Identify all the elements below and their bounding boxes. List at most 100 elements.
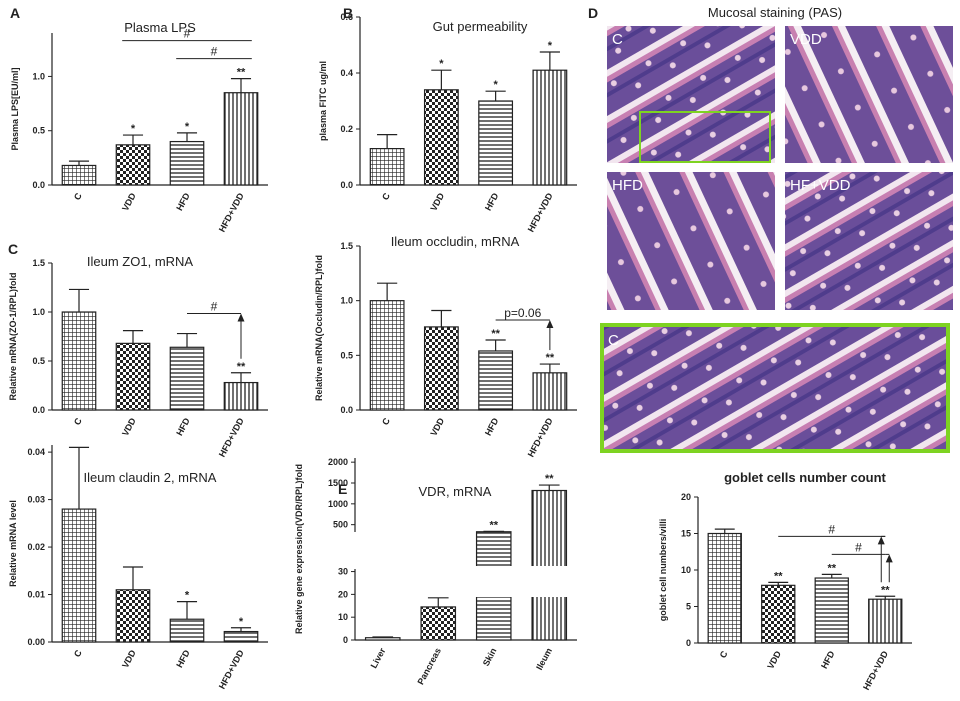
y-tick-label: 0.02	[27, 542, 45, 552]
bar	[169, 618, 205, 643]
micrograph	[785, 172, 953, 310]
x-tick-label: HFD+VDD	[861, 649, 890, 692]
x-tick-label: VDD	[765, 649, 783, 671]
bar	[423, 89, 459, 186]
y-tick-label: 500	[333, 520, 348, 530]
y-tick-label: 0.01	[27, 590, 45, 600]
panel-title: Mucosal staining (PAS)	[708, 5, 842, 20]
significance-label: *	[239, 616, 244, 628]
panel-label: E	[338, 481, 347, 497]
bar	[364, 637, 401, 641]
bar	[61, 508, 97, 643]
x-tick-label: HFD	[483, 416, 501, 437]
significance-label: **	[237, 361, 246, 373]
x-tick-label: HFD+VDD	[217, 648, 246, 691]
bar	[223, 92, 259, 186]
significance-label: *	[493, 79, 498, 91]
bar	[223, 381, 259, 411]
significance-label: **	[881, 584, 890, 596]
zoom-box	[639, 111, 771, 163]
x-tick-label: VDD	[428, 416, 446, 438]
chart-title: Plasma LPS	[124, 20, 196, 35]
bar	[61, 311, 97, 411]
chart-title: Ileum ZO1, mRNA	[87, 254, 194, 269]
y-tick-label: 2000	[328, 457, 348, 467]
bar	[115, 342, 151, 411]
x-tick-label: C	[380, 416, 392, 427]
y-axis-label: Relative mRNA(ZO-1/RPL)fold	[8, 272, 18, 400]
x-tick-label: Skin	[481, 646, 499, 667]
x-tick-label: VDD	[428, 191, 446, 213]
x-tick-label: HFD	[819, 649, 837, 670]
bar	[868, 598, 903, 644]
y-tick-label: 0.5	[32, 356, 45, 366]
y-tick-label: 0	[686, 638, 691, 648]
x-tick-label: Liver	[369, 646, 388, 670]
significance-label: **	[827, 562, 836, 574]
chart-title: Ileum occludin, mRNA	[391, 234, 520, 249]
y-tick-label: 0.0	[32, 180, 45, 190]
bar	[478, 100, 514, 186]
image-label: C	[612, 31, 623, 48]
significance-label: **	[237, 67, 246, 79]
y-tick-label: 0.4	[340, 68, 353, 78]
bar	[115, 589, 151, 643]
y-tick-label: 30	[338, 567, 348, 577]
x-tick-label: HFD	[483, 191, 501, 212]
axis-break	[357, 566, 577, 597]
y-axis-label: Plasma LPS[EU/ml]	[10, 67, 20, 150]
y-tick-label: 0.2	[340, 124, 353, 134]
y-axis-label: plasma FITC ug/ml	[318, 61, 328, 141]
y-tick-label: 1.5	[340, 241, 353, 251]
panel-d: D Mucosal staining (PAS) C VDD HFD HF+VD…	[588, 5, 953, 453]
y-tick-label: 1.0	[32, 71, 45, 81]
y-axis-label: Relative mRNA level	[8, 500, 18, 587]
x-tick-label: C	[718, 649, 730, 660]
image-label: VDD	[790, 31, 822, 48]
x-tick-label: C	[72, 648, 84, 659]
y-axis-label: Relative gene expression(VDR/RPL)fold	[294, 464, 304, 634]
significance-label: **	[546, 352, 555, 364]
bar	[223, 630, 259, 643]
panel-label: A	[10, 5, 20, 21]
y-tick-label: 0.03	[27, 495, 45, 505]
x-tick-label: VDD	[120, 191, 138, 213]
bar	[420, 606, 457, 641]
y-tick-label: 0.04	[27, 447, 45, 457]
arrow-head	[237, 313, 245, 322]
y-tick-label: 10	[338, 612, 348, 622]
bar	[169, 140, 205, 186]
micrograph-zoom	[600, 323, 950, 453]
y-tick-label: 10	[681, 565, 691, 575]
bracket-label: #	[184, 27, 191, 41]
significance-label: *	[131, 123, 136, 135]
y-tick-label: 20	[338, 589, 348, 599]
y-tick-label: 0.0	[340, 180, 353, 190]
y-tick-label: 20	[681, 492, 691, 502]
bar	[423, 326, 459, 411]
x-tick-label: VDD	[120, 648, 138, 670]
arrow-head	[877, 536, 885, 545]
significance-label: *	[185, 121, 190, 133]
chart-title: VDR, mRNA	[419, 484, 492, 499]
bar	[532, 372, 568, 411]
x-tick-label: C	[72, 416, 84, 427]
y-tick-label: 0.6	[340, 12, 353, 22]
x-tick-label: Pancreas	[415, 646, 443, 686]
bar	[369, 300, 405, 411]
chart-title: goblet cells number count	[724, 470, 886, 485]
y-tick-label: 1.0	[340, 296, 353, 306]
significance-label: **	[545, 473, 554, 485]
y-tick-label: 0.5	[32, 126, 45, 136]
x-tick-label: HFD	[174, 416, 192, 437]
x-tick-label: C	[72, 191, 84, 202]
bracket-label: #	[828, 522, 835, 536]
bar	[169, 346, 205, 411]
image-label: HFD	[612, 177, 643, 194]
bar	[532, 69, 568, 186]
y-axis-label: goblet cell numbers/villi	[658, 519, 668, 622]
bracket-label: p=0.06	[504, 306, 541, 320]
y-tick-label: 1.5	[32, 258, 45, 268]
arrow-head	[885, 554, 893, 563]
